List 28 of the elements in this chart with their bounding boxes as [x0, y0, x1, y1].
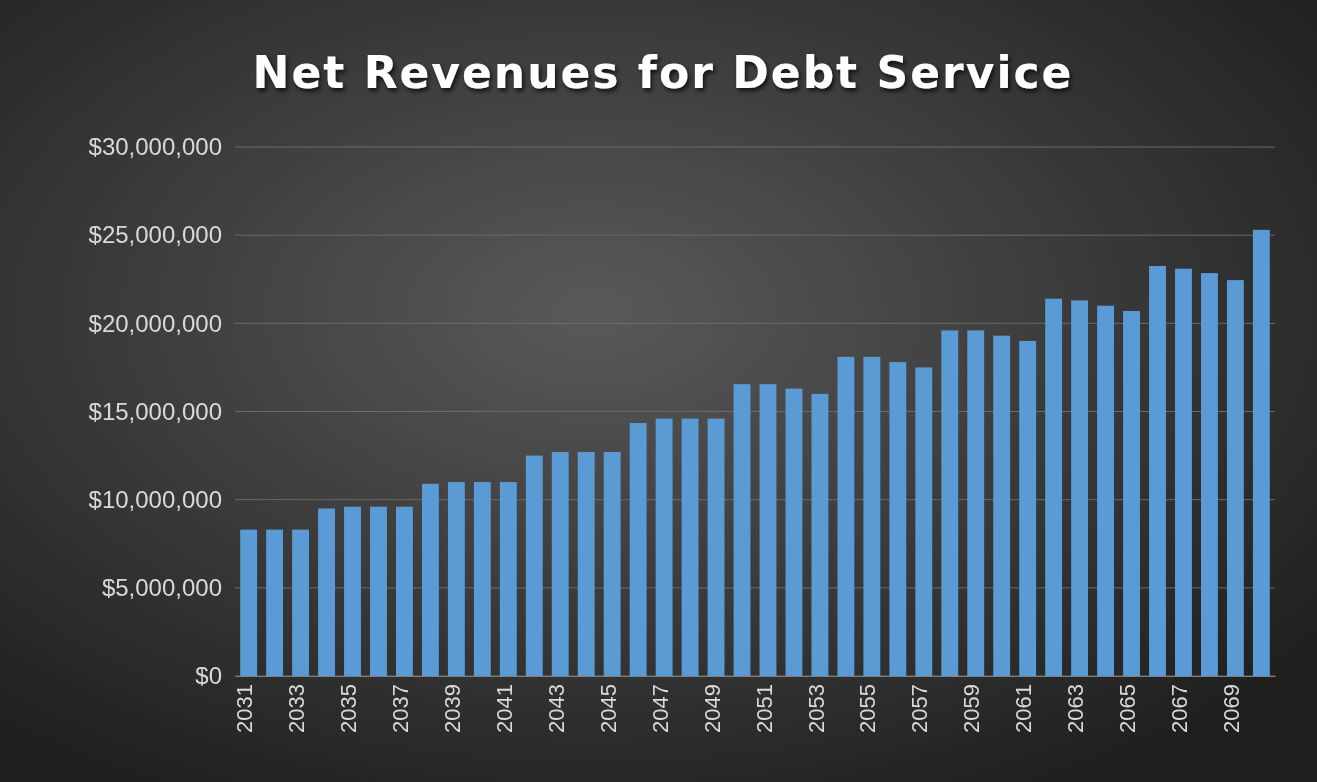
- x-tick-label: 2045: [595, 684, 621, 733]
- y-tick-label: $5,000,000: [101, 574, 222, 602]
- x-tick-label: 2049: [699, 684, 725, 733]
- x-tick-label: 2037: [388, 684, 414, 733]
- y-tick-label: $30,000,000: [88, 133, 222, 161]
- x-tick-label: 2059: [959, 684, 985, 733]
- x-tick-label: 2043: [543, 684, 569, 733]
- x-tick-label: 2055: [855, 684, 881, 733]
- y-tick-label: $25,000,000: [88, 221, 222, 249]
- x-tick-label: 2033: [284, 684, 310, 733]
- chart-title: Net Revenues for Debt Service: [252, 47, 1074, 98]
- x-tick-label: 2063: [1063, 684, 1089, 733]
- x-tick-label: 2053: [803, 684, 829, 733]
- x-tick-label: 2057: [907, 684, 933, 733]
- x-tick-label: 2065: [1115, 684, 1141, 733]
- x-tick-label: 2067: [1167, 684, 1193, 733]
- x-tick-label: 2041: [491, 684, 517, 733]
- y-tick-label: $15,000,000: [88, 397, 222, 425]
- y-tick-label: $10,000,000: [88, 485, 222, 513]
- y-tick-label: $20,000,000: [88, 309, 222, 337]
- x-tick-label: 2047: [647, 684, 673, 733]
- x-tick-label: 2061: [1011, 684, 1037, 733]
- x-tick-label: 2031: [232, 684, 258, 733]
- x-tick-label: 2035: [336, 684, 362, 733]
- x-tick-label: 2039: [439, 684, 465, 733]
- x-tick-label: 2051: [751, 684, 777, 733]
- x-tick-label: 2069: [1219, 684, 1245, 733]
- y-tick-label: $0: [195, 662, 222, 690]
